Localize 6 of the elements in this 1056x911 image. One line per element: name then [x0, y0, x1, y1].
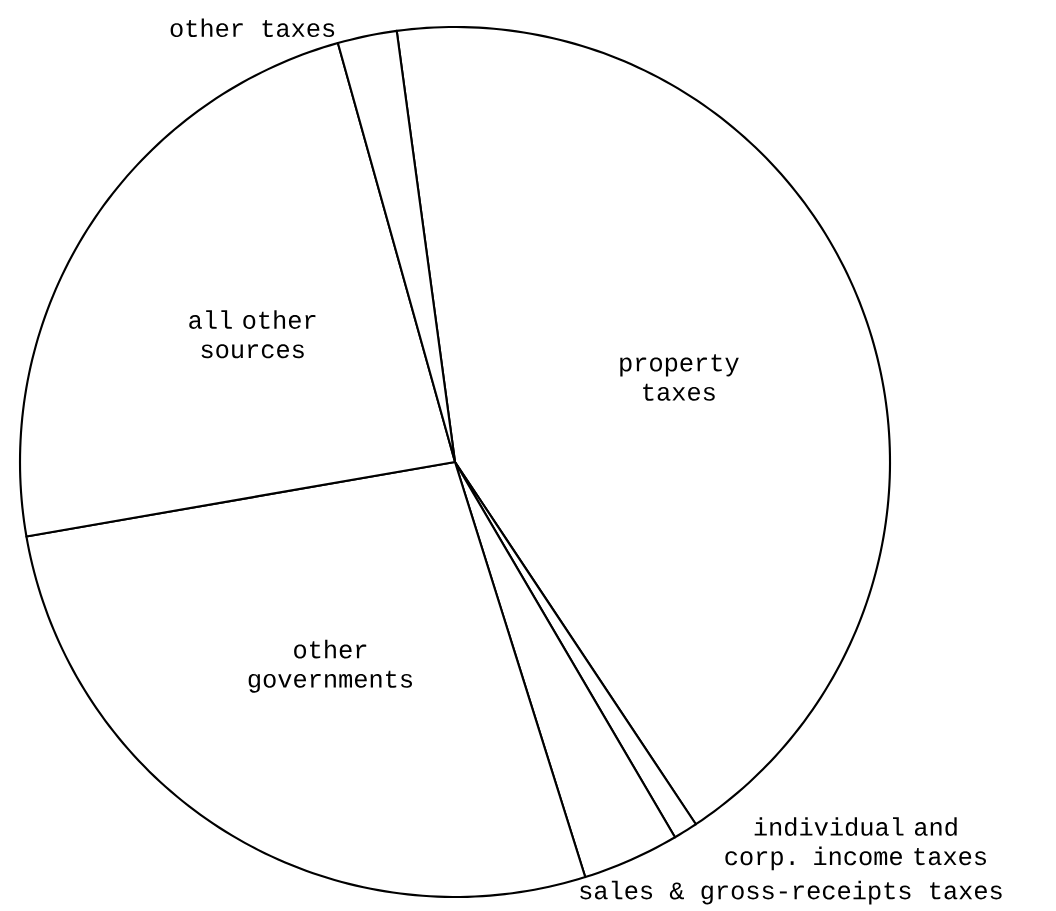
slice-label: other governments	[248, 639, 413, 693]
slice-label: all other sources	[189, 310, 316, 359]
slice-label: other taxes	[170, 18, 335, 38]
slice-label: sales & gross-receipts taxes	[580, 880, 1002, 905]
slice-label: property taxes	[620, 354, 739, 401]
slice-label: individual and corp. income taxes	[725, 817, 986, 871]
